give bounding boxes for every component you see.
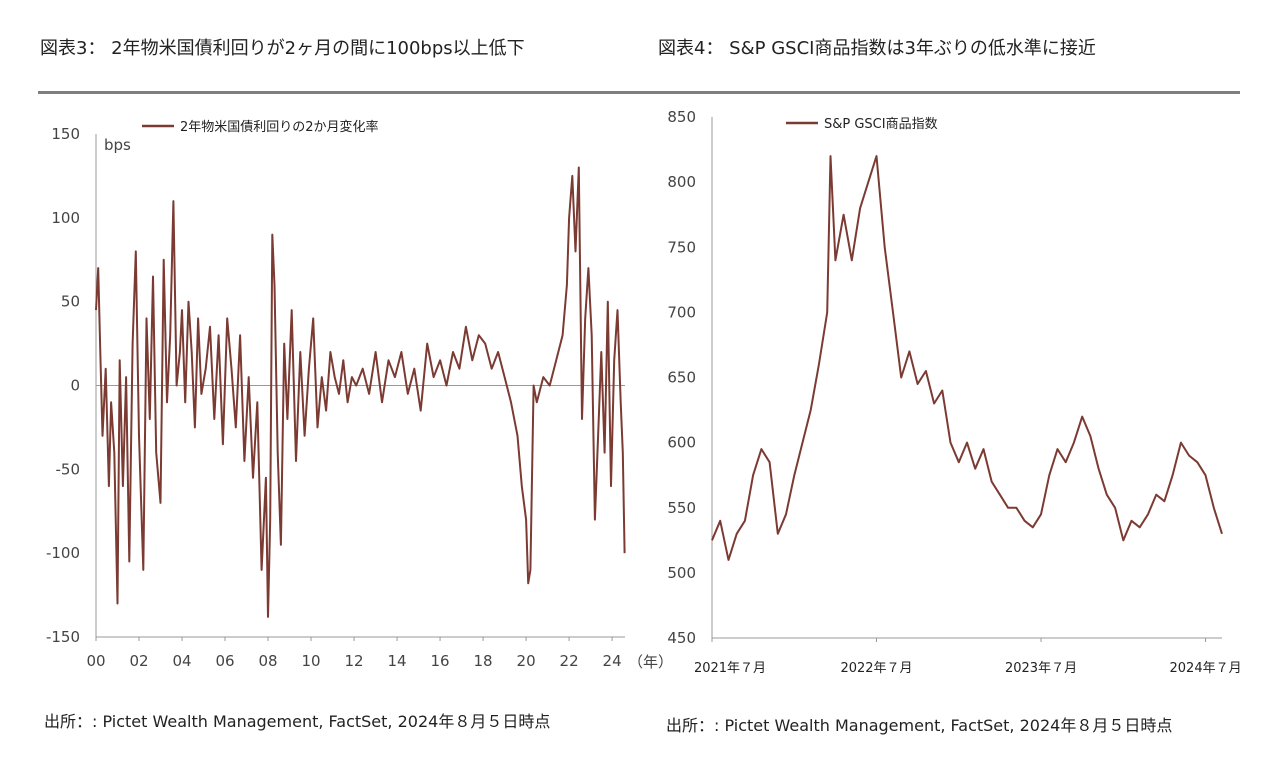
chart1-y-tick-label: 50 <box>61 293 80 311</box>
header-divider <box>38 91 1240 94</box>
chart2-y-tick-label: 800 <box>667 173 696 191</box>
chart1-x-tick-label: 06 <box>215 652 234 670</box>
chart2-y-tick-label: 750 <box>667 238 696 256</box>
chart2-y-tick-label: 550 <box>667 499 696 517</box>
chart1-y-tick-label: 150 <box>51 125 80 143</box>
chart1-x-tick-label: 02 <box>129 652 148 670</box>
chart1-legend-label: 2年物米国債利回りの2か月変化率 <box>180 119 379 135</box>
chart1-y-tick-label: 0 <box>70 377 80 395</box>
chart1-x-tick-label: 00 <box>86 652 105 670</box>
chart2-y-tick-label: 600 <box>667 434 696 452</box>
figure3-source: 出所：: Pictet Wealth Management, FactSet, … <box>44 712 551 731</box>
chart2-x-tick-label: 2022年７月 <box>840 661 912 676</box>
chart1-y-tick-label: 100 <box>51 209 80 227</box>
chart2-series-line <box>711 155 1223 561</box>
chart2-legend-label: S&P GSCI商品指数 <box>824 117 938 132</box>
chart2-x-tick-label: 2023年７月 <box>1005 661 1077 676</box>
chart1-series-line <box>95 166 626 618</box>
chart2-x-tick-label: 2021年７月 <box>694 661 766 676</box>
chart1-x-tick-label: 22 <box>560 652 579 670</box>
chart1-y-tick-label: -150 <box>46 628 80 646</box>
chart2-x-tick-label: 2024年７月 <box>1170 661 1242 676</box>
chart1-y-tick-label: -50 <box>56 460 81 478</box>
chart2-y-tick-label: 450 <box>667 629 696 647</box>
chart1-x-unit: （年） <box>628 653 673 671</box>
figure4-title: 図表4： S&P GSCI商品指数は3年ぶりの低水準に接近 <box>658 38 1096 59</box>
chart1-y-unit: bps <box>104 136 131 154</box>
chart1-x-tick-label: 18 <box>474 652 493 670</box>
chart1-x-tick-label: 20 <box>517 652 536 670</box>
chart1-y-tick-label: -100 <box>46 544 80 562</box>
chart1-x-tick-label: 08 <box>258 652 277 670</box>
chart2-y-tick-label: 650 <box>667 369 696 387</box>
chart1-x-tick-label: 12 <box>345 652 364 670</box>
chart1-x-tick-label: 16 <box>431 652 450 670</box>
chart1-x-tick-label: 10 <box>301 652 320 670</box>
chart1-x-tick-label: 14 <box>388 652 407 670</box>
chart2-y-tick-label: 850 <box>667 108 696 126</box>
chart1-x-tick-label: 24 <box>603 652 622 670</box>
figure4-source: 出所：: Pictet Wealth Management, FactSet, … <box>666 716 1173 735</box>
figure3-title: 図表3： 2年物米国債利回りが2ヶ月の間に100bps以上低下 <box>40 38 525 59</box>
chart2-y-tick-label: 500 <box>667 564 696 582</box>
chart2-y-tick-label: 700 <box>667 303 696 321</box>
chart1-x-tick-label: 04 <box>172 652 191 670</box>
